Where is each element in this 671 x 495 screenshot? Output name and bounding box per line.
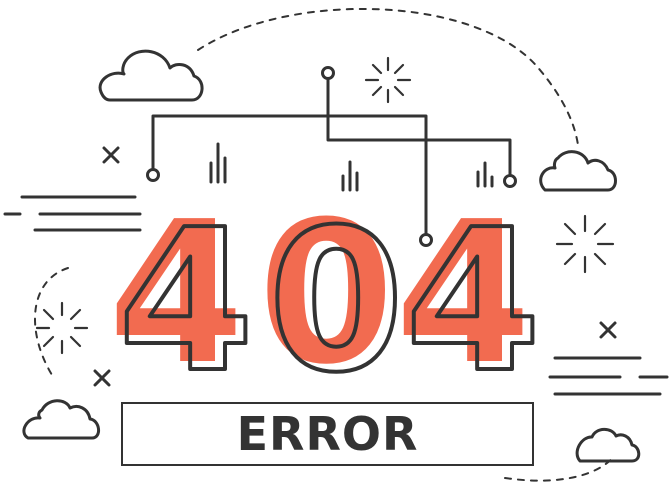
circuit-lines (146, 66, 517, 247)
speed-lines-left (3, 195, 142, 232)
error-label-box: ERROR (121, 402, 534, 466)
error-code-digit-1-fill: 4 (108, 180, 238, 408)
sparkle-icon (555, 214, 615, 274)
error-code: 4 4 0 0 4 4 (108, 180, 543, 418)
cloud-icon (575, 427, 641, 463)
cloud-icon (98, 49, 204, 102)
error-code-digit-1: 4 (118, 188, 248, 416)
error-code-digit-2: 0 (268, 188, 398, 416)
error-code-digit-2-fill: 0 (258, 180, 388, 408)
error-label: ERROR (236, 407, 419, 461)
speed-lines-right (548, 356, 669, 396)
cloud-icon (22, 399, 100, 440)
signal-bars-icon (209, 142, 227, 184)
error-code-digit-3-fill: 4 (395, 180, 525, 408)
signal-bars-icon (341, 160, 359, 192)
cross-icon (93, 369, 111, 387)
signal-bars-icon (476, 161, 494, 188)
cloud-icon (539, 150, 617, 192)
cross-icon (102, 146, 120, 164)
cross-icon (599, 321, 617, 339)
sparkle-icon (35, 301, 89, 355)
dashed-arc-left (33, 267, 69, 376)
sparkle-icon (364, 56, 412, 104)
dashed-arc-top (197, 7, 579, 146)
error-code-digit-3: 4 (405, 188, 535, 416)
